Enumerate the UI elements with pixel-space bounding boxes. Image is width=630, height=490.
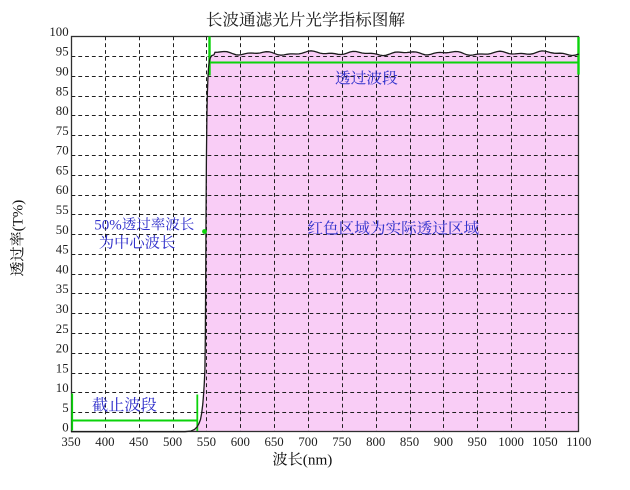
svg-text:75: 75	[56, 124, 69, 138]
svg-text:700: 700	[298, 435, 317, 449]
svg-text:65: 65	[56, 163, 69, 177]
svg-text:(nm): (nm)	[303, 452, 333, 469]
svg-text:55: 55	[56, 203, 69, 217]
svg-text:0: 0	[62, 421, 68, 435]
svg-text:900: 900	[434, 435, 453, 449]
svg-text:90: 90	[56, 65, 69, 79]
svg-text:80: 80	[56, 104, 69, 118]
svg-text:500: 500	[163, 435, 182, 449]
svg-text:60: 60	[56, 183, 69, 197]
svg-text:1050: 1050	[532, 435, 558, 449]
svg-text:10: 10	[56, 381, 69, 395]
svg-text:350: 350	[61, 435, 80, 449]
svg-text:50: 50	[56, 223, 69, 237]
svg-text:800: 800	[366, 435, 385, 449]
svg-text:850: 850	[400, 435, 419, 449]
svg-text:40: 40	[56, 262, 69, 276]
svg-text:70: 70	[56, 144, 69, 158]
svg-text:400: 400	[95, 435, 114, 449]
svg-text:650: 650	[264, 435, 283, 449]
svg-text:25: 25	[56, 322, 69, 336]
svg-text:85: 85	[56, 84, 69, 98]
svg-text:5: 5	[62, 401, 68, 415]
svg-text:100: 100	[49, 25, 68, 39]
svg-text:(T%): (T%)	[11, 200, 27, 232]
svg-text:95: 95	[56, 45, 69, 59]
svg-text:15: 15	[56, 361, 69, 375]
svg-text:1100: 1100	[566, 435, 591, 449]
svg-text:600: 600	[231, 435, 250, 449]
svg-text:50%: 50%	[94, 217, 122, 233]
svg-text:30: 30	[56, 302, 69, 316]
svg-text:1000: 1000	[498, 435, 524, 449]
svg-text:35: 35	[56, 282, 69, 296]
svg-text:550: 550	[197, 435, 216, 449]
svg-text:45: 45	[56, 243, 69, 257]
svg-text:450: 450	[129, 435, 148, 449]
svg-text:950: 950	[468, 435, 487, 449]
svg-text:750: 750	[332, 435, 351, 449]
svg-text:20: 20	[56, 342, 69, 356]
